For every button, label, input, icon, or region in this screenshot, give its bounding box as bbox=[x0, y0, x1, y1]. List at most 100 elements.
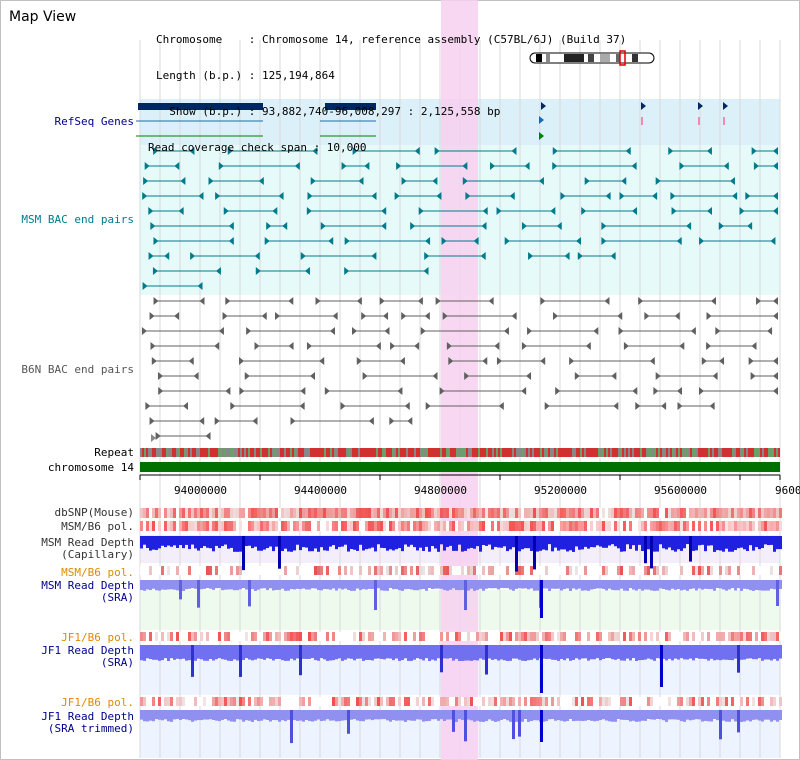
heat-strip-cell bbox=[209, 632, 212, 641]
heat-strip-cell bbox=[716, 521, 719, 531]
bac-end-marker bbox=[230, 402, 236, 410]
read-depth-bar bbox=[521, 536, 524, 550]
repeat-segment bbox=[230, 448, 232, 457]
bac-end-marker bbox=[481, 222, 487, 230]
repeat-segment bbox=[716, 448, 718, 457]
read-depth-bar bbox=[284, 710, 287, 722]
read-depth-bar bbox=[329, 536, 332, 547]
heat-strip-cell bbox=[350, 697, 353, 706]
repeat-segment bbox=[672, 448, 674, 457]
heat-strip-cell bbox=[140, 632, 143, 641]
read-depth-bar bbox=[362, 710, 365, 722]
heat-strip-cell bbox=[500, 521, 503, 531]
heat-strip-cell bbox=[740, 697, 743, 706]
heat-strip-cell bbox=[341, 697, 344, 706]
read-depth-bar bbox=[251, 536, 254, 549]
track-label-msm-read-depth-capillary: MSM Read Depth (Capillary) bbox=[2, 537, 134, 561]
read-depth-bar bbox=[194, 710, 197, 721]
bac-end-marker bbox=[148, 252, 154, 260]
read-depth-bar bbox=[689, 645, 692, 659]
bac-end-marker bbox=[364, 162, 370, 170]
read-depth-bar bbox=[140, 645, 143, 661]
heat-strip-cell bbox=[584, 697, 587, 706]
read-depth-bar bbox=[590, 645, 593, 660]
read-depth-bar bbox=[719, 536, 722, 551]
read-depth-bar bbox=[683, 645, 686, 660]
read-depth-bar bbox=[755, 580, 758, 590]
read-depth-bar bbox=[287, 645, 290, 661]
repeat-segment bbox=[254, 448, 256, 457]
repeat-segment bbox=[412, 448, 414, 457]
bac-end-marker bbox=[611, 372, 617, 380]
read-depth-bar bbox=[599, 645, 602, 661]
heat-strip-cell bbox=[758, 697, 761, 706]
read-depth-bar bbox=[593, 645, 596, 660]
read-depth-bar bbox=[452, 536, 455, 551]
jf1-sra-line1: JF1 Read Depth bbox=[41, 644, 134, 657]
read-depth-bar bbox=[155, 710, 158, 720]
heat-strip-cell bbox=[194, 521, 197, 531]
repeat-segment bbox=[632, 448, 634, 457]
read-depth-bar bbox=[593, 580, 596, 590]
bac-end-marker bbox=[414, 342, 420, 350]
heat-strip-cell bbox=[434, 632, 437, 641]
msm-cap-line2: (Capillary) bbox=[61, 548, 134, 561]
heat-strip-cell bbox=[446, 508, 449, 518]
read-depth-bar bbox=[185, 536, 188, 545]
heat-strip-cell bbox=[314, 566, 317, 575]
heat-strip-cell bbox=[248, 508, 251, 518]
repeat-segment bbox=[236, 448, 238, 457]
read-depth-bar bbox=[209, 580, 212, 589]
heat-strip-cell bbox=[422, 566, 425, 575]
heat-strip-cell bbox=[455, 566, 458, 575]
repeat-segment bbox=[280, 448, 282, 457]
bac-end-marker bbox=[521, 342, 527, 350]
repeat-segment bbox=[700, 448, 702, 457]
repeat-segment bbox=[408, 448, 410, 457]
bac-end-marker bbox=[389, 417, 395, 425]
heat-strip-cell bbox=[755, 521, 758, 531]
read-depth-bar bbox=[668, 645, 671, 659]
read-depth-bar bbox=[275, 710, 278, 721]
heat-strip-cell bbox=[173, 632, 176, 641]
heat-strip-cell bbox=[362, 566, 365, 575]
repeat-segment bbox=[192, 448, 194, 457]
read-depth-bar bbox=[671, 710, 674, 720]
bac-end-marker bbox=[498, 402, 504, 410]
read-depth-bar bbox=[143, 580, 146, 591]
heat-strip-cell bbox=[311, 697, 314, 706]
heat-strip-cell bbox=[308, 632, 311, 641]
heat-strip-cell bbox=[500, 697, 503, 706]
read-depth-bar bbox=[482, 536, 485, 546]
heat-strip-cell bbox=[194, 566, 197, 575]
heat-strip-cell bbox=[740, 521, 743, 531]
heat-strip-cell bbox=[143, 508, 146, 518]
heat-strip-cell bbox=[761, 566, 764, 575]
read-depth-bar bbox=[767, 536, 770, 546]
bac-end-marker bbox=[773, 147, 778, 155]
heat-strip-cell bbox=[389, 632, 392, 641]
read-depth-bar bbox=[242, 536, 245, 571]
heat-strip-cell bbox=[371, 697, 374, 706]
heat-strip-cell bbox=[341, 508, 344, 518]
heat-strip-cell bbox=[737, 521, 740, 531]
heat-strip-cell bbox=[476, 521, 479, 531]
heat-strip-cell bbox=[446, 521, 449, 531]
bac-end-marker bbox=[462, 177, 468, 185]
heat-strip-cell bbox=[452, 697, 455, 706]
read-depth-bar bbox=[200, 710, 203, 721]
chromosome-ideogram[interactable] bbox=[528, 50, 658, 66]
read-depth-bar bbox=[674, 710, 677, 720]
repeat-segment bbox=[620, 448, 622, 457]
read-depth-bar bbox=[497, 580, 500, 590]
heat-strip-cell bbox=[173, 508, 176, 518]
bac-end-marker bbox=[306, 342, 312, 350]
repeat-segment bbox=[228, 448, 230, 457]
heat-strip-cell bbox=[476, 697, 479, 706]
heat-strip-cell bbox=[149, 632, 152, 641]
heat-strip-cell bbox=[716, 566, 719, 575]
heat-strip-cell bbox=[254, 697, 257, 706]
repeat-segment bbox=[152, 448, 154, 457]
repeat-segment bbox=[592, 448, 594, 457]
